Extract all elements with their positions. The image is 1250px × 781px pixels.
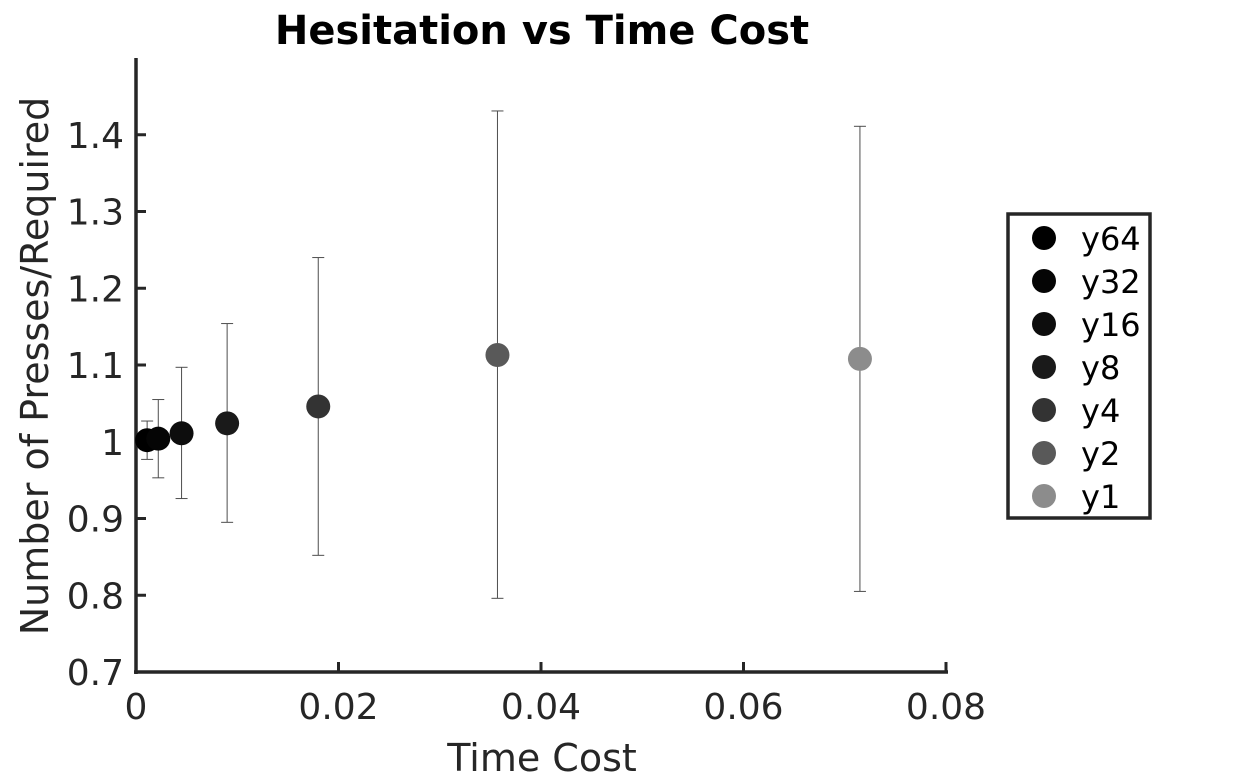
y-tick-label: 0.8 bbox=[67, 576, 124, 617]
legend-label-y16: y16 bbox=[1081, 306, 1141, 344]
y-ticks: 0.7 0.8 0.9 1 1.1 1.2 1.3 1.4 bbox=[67, 116, 146, 694]
point-y8 bbox=[215, 411, 240, 436]
legend-marker-y2 bbox=[1032, 441, 1056, 465]
legend-label-y32: y32 bbox=[1081, 263, 1141, 301]
x-tick-label: 0.06 bbox=[703, 687, 783, 728]
point-y16 bbox=[169, 421, 194, 446]
legend-label-y8: y8 bbox=[1081, 349, 1120, 387]
y-axis-label: Number of Presses/Required bbox=[13, 97, 57, 636]
legend-box bbox=[1006, 212, 1152, 520]
x-ticks: 0 0.02 0.04 0.06 0.08 bbox=[125, 662, 986, 728]
legend-label-y64: y64 bbox=[1081, 220, 1141, 258]
legend-marker-y4 bbox=[1032, 398, 1056, 422]
y-tick-label: 1.2 bbox=[67, 269, 124, 310]
y-tick-label: 1.3 bbox=[67, 193, 124, 234]
legend-marker-y32 bbox=[1032, 269, 1056, 293]
axes bbox=[134, 58, 948, 674]
legend-items: y64 y32 y16 y8 y4 y2 y1 bbox=[1032, 220, 1141, 516]
x-tick-label: 0.02 bbox=[298, 687, 378, 728]
y-tick-label: 1.1 bbox=[67, 346, 124, 387]
x-tick-label: 0.08 bbox=[906, 687, 986, 728]
point-y1 bbox=[847, 346, 872, 371]
legend-marker-y8 bbox=[1032, 355, 1056, 379]
y-tick-label: 1.4 bbox=[67, 116, 124, 157]
y-tick-label: 0.9 bbox=[67, 500, 124, 541]
chart-title: Hesitation vs Time Cost bbox=[275, 8, 809, 54]
legend: y64 y32 y16 y8 y4 y2 y1 bbox=[1006, 212, 1152, 520]
legend-marker-y64 bbox=[1032, 226, 1056, 250]
x-tick-label: 0.04 bbox=[501, 687, 581, 728]
point-y4 bbox=[306, 394, 331, 419]
x-axis-label: Time Cost bbox=[446, 736, 637, 780]
x-tick-label: 0 bbox=[125, 687, 148, 728]
legend-marker-y1 bbox=[1032, 484, 1056, 508]
legend-marker-y16 bbox=[1032, 312, 1056, 336]
point-y32 bbox=[146, 426, 171, 451]
point-y2 bbox=[485, 343, 510, 368]
data-points bbox=[135, 343, 872, 453]
legend-label-y1: y1 bbox=[1081, 478, 1120, 516]
y-tick-label: 1 bbox=[101, 423, 124, 464]
legend-label-y2: y2 bbox=[1081, 435, 1120, 473]
legend-label-y4: y4 bbox=[1081, 392, 1120, 430]
y-tick-label: 0.7 bbox=[67, 653, 124, 694]
